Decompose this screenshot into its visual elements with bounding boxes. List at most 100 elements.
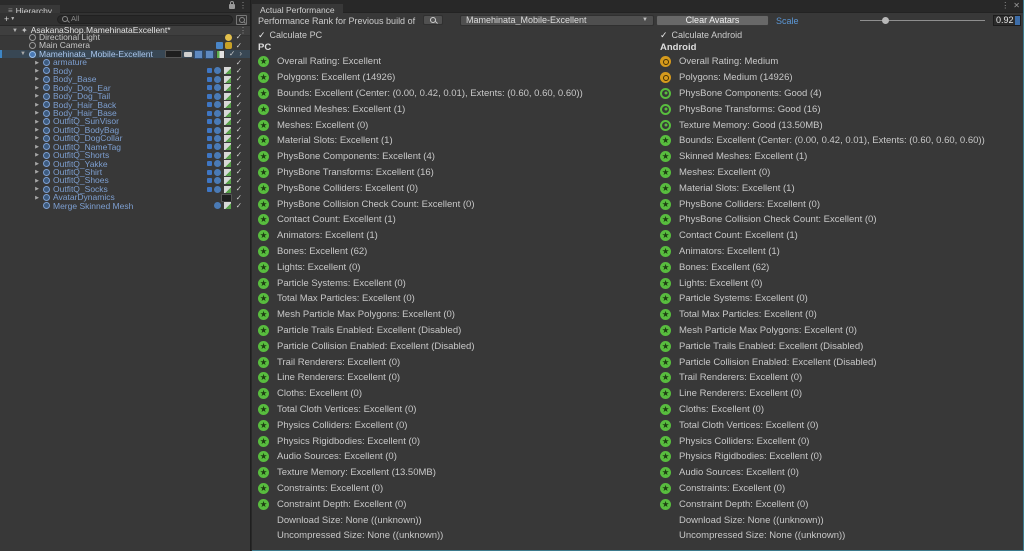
active-checkbox[interactable]: ✓	[235, 200, 242, 210]
foldout-arrow[interactable]: ▼	[12, 27, 18, 34]
hierarchy-row[interactable]: ▶ OutfitQ_DogCollar ✓	[0, 133, 250, 143]
hierarchy-row[interactable]: ▶ OutfitQ_Shorts ✓	[0, 150, 250, 160]
perf-stat-row: Meshes: Excellent (0)	[660, 165, 985, 181]
perf-stat-text: Bounds: Excellent (Center: (0.00, 0.42, …	[277, 87, 583, 99]
active-checkbox[interactable]: ✓	[229, 49, 236, 59]
foldout-arrow[interactable]: ▶	[35, 59, 39, 66]
active-checkbox[interactable]: ✓	[235, 65, 242, 75]
scene-header-row[interactable]: ▼ ✦ AsakanaShop.MamehinataExcellent* ⋮	[0, 26, 250, 36]
slider-handle[interactable]	[882, 16, 889, 24]
rank-excellent-icon	[258, 482, 269, 494]
hierarchy-row[interactable]: ▶ OutfitQ_Socks ✓	[0, 184, 250, 194]
hierarchy-row[interactable]: ▶ OutfitQ_NameTag ✓	[0, 141, 250, 152]
foldout-arrow[interactable]: ▶	[35, 118, 39, 125]
foldout-arrow[interactable]: ▶	[35, 110, 39, 117]
lock-icon[interactable]	[229, 0, 235, 9]
active-checkbox[interactable]: ✓	[235, 192, 242, 202]
hierarchy-row[interactable]: ▶ Body_Dog_Ear ✓	[0, 82, 250, 93]
foldout-arrow[interactable]: ▶	[35, 143, 39, 150]
rank-excellent-icon	[660, 388, 671, 400]
foldout-arrow[interactable]: ▶	[35, 186, 39, 193]
rank-excellent-icon	[660, 309, 671, 321]
perf-stat-text: Audio Sources: Excellent (0)	[277, 451, 397, 463]
foldout-arrow[interactable]: ▶	[35, 127, 39, 134]
performance-tabstrip: Actual Performance ⋮ ✕	[252, 0, 1023, 16]
scale-value-field[interactable]: 0.92	[993, 14, 1021, 26]
hierarchy-row[interactable]: ▶ OutfitQ_Shoes ✓	[0, 175, 250, 186]
foldout-arrow[interactable]: ▶	[35, 135, 39, 142]
hierarchy-row[interactable]: ▼ Mamehinata_Mobile-Excellent ✓ ›	[0, 49, 250, 59]
perf-stat-text: Physics Rigidbodies: Excellent (0)	[277, 435, 421, 447]
clear-avatars-button[interactable]: Clear Avatars	[656, 14, 769, 26]
prefab-open-arrow[interactable]: ›	[239, 49, 242, 59]
active-checkbox[interactable]: ✓	[235, 125, 242, 135]
active-checkbox[interactable]: ✓	[235, 57, 242, 67]
hierarchy-row[interactable]: ▶ Body_Hair_Back ✓	[0, 99, 250, 110]
gameobject-icon	[43, 194, 50, 202]
active-checkbox[interactable]: ✓	[235, 82, 242, 92]
perf-stat-row: Mesh Particle Max Polygons: Excellent (0…	[258, 307, 583, 323]
hierarchy-row[interactable]: ▶ Body ✓	[0, 65, 250, 76]
hierarchy-item-label: Main Camera	[39, 40, 91, 51]
perf-stat-row: Bones: Excellent (62)	[660, 259, 985, 275]
scale-slider[interactable]	[860, 12, 985, 28]
hierarchy-row[interactable]: ▶ OutfitQ_Yakke ✓	[0, 158, 250, 169]
tab-actual-performance[interactable]: Actual Performance	[252, 4, 343, 16]
active-checkbox[interactable]: ✓	[235, 141, 242, 151]
avatar-dropdown[interactable]: Mamehinata_Mobile-Excellent ▼	[460, 14, 654, 26]
hierarchy-row[interactable]: ▶ OutfitQ_SunVisor ✓	[0, 116, 250, 127]
active-checkbox[interactable]: ✓	[235, 175, 242, 185]
perf-stat-row: Line Renderers: Excellent (0)	[258, 370, 583, 386]
active-checkbox[interactable]: ✓	[235, 133, 242, 143]
hierarchy-row[interactable]: Merge Skinned Mesh ✓	[0, 200, 250, 211]
active-checkbox[interactable]: ✓	[235, 158, 242, 168]
hierarchy-row[interactable]: ▶ OutfitQ_Shirt ✓	[0, 167, 250, 177]
foldout-arrow[interactable]: ▶	[35, 177, 39, 184]
rank-excellent-icon	[660, 214, 671, 226]
android-column-header: Android	[660, 42, 697, 53]
active-checkbox[interactable]: ✓	[235, 184, 242, 194]
panel-menu-icon[interactable]: ⋮	[239, 1, 247, 10]
active-checkbox[interactable]: ✓	[235, 108, 242, 118]
perf-stat-row: Audio Sources: Excellent (0)	[660, 465, 985, 481]
create-button[interactable]: + ▼	[4, 13, 15, 25]
active-checkbox[interactable]: ✓	[235, 32, 242, 42]
hierarchy-row[interactable]: Directional Light ✓	[0, 33, 250, 41]
calculate-android-checkbox[interactable]: ✓ Calculate Android	[660, 30, 742, 40]
hierarchy-row[interactable]: ▶ OutfitQ_BodyBag ✓	[0, 125, 250, 135]
find-avatar-button[interactable]	[423, 15, 443, 25]
scene-search-icon[interactable]	[236, 15, 247, 25]
hierarchy-row[interactable]: Main Camera ✓	[0, 40, 250, 51]
foldout-arrow[interactable]: ▶	[35, 169, 39, 176]
perf-stat-text: Particle Systems: Excellent (0)	[277, 277, 406, 289]
foldout-arrow[interactable]: ▶	[35, 194, 39, 201]
active-checkbox[interactable]: ✓	[235, 99, 242, 109]
foldout-arrow[interactable]: ▶	[35, 101, 39, 108]
foldout-arrow[interactable]: ▼	[20, 51, 26, 58]
foldout-arrow[interactable]: ▶	[35, 84, 39, 91]
foldout-arrow[interactable]: ▶	[35, 152, 39, 159]
perf-stat-row: Lights: Excellent (0)	[258, 259, 583, 275]
panel-menu-icon[interactable]: ⋮	[1001, 1, 1010, 10]
active-checkbox[interactable]: ✓	[235, 116, 242, 126]
perf-stat-text: PhysBone Colliders: Excellent (0)	[679, 198, 820, 210]
hierarchy-row[interactable]: ▶ armature ✓	[0, 57, 250, 67]
calculate-pc-checkbox[interactable]: ✓ Calculate PC	[258, 30, 322, 40]
active-checkbox[interactable]: ✓	[235, 167, 242, 177]
hierarchy-row[interactable]: ▶ AvatarDynamics ✓	[0, 192, 250, 202]
foldout-arrow[interactable]: ▶	[35, 76, 39, 83]
close-icon[interactable]: ✕	[1013, 1, 1020, 10]
pc-column-header: PC	[258, 42, 272, 53]
toolbar-label: Performance Rank for Previous build of	[258, 16, 416, 26]
search-input[interactable]: All	[57, 14, 233, 24]
active-checkbox[interactable]: ✓	[235, 91, 242, 101]
active-checkbox[interactable]: ✓	[235, 40, 242, 50]
foldout-arrow[interactable]: ▶	[35, 93, 39, 100]
foldout-arrow[interactable]: ▶	[35, 160, 39, 167]
scene-menu-icon[interactable]: ⋮	[239, 25, 247, 35]
active-checkbox[interactable]: ✓	[235, 150, 242, 160]
active-checkbox[interactable]: ✓	[235, 74, 242, 84]
foldout-arrow[interactable]: ▶	[35, 67, 39, 74]
static-tag-icon	[206, 85, 212, 91]
perf-stat-text: Download Size: None ((unknown))	[277, 514, 422, 526]
